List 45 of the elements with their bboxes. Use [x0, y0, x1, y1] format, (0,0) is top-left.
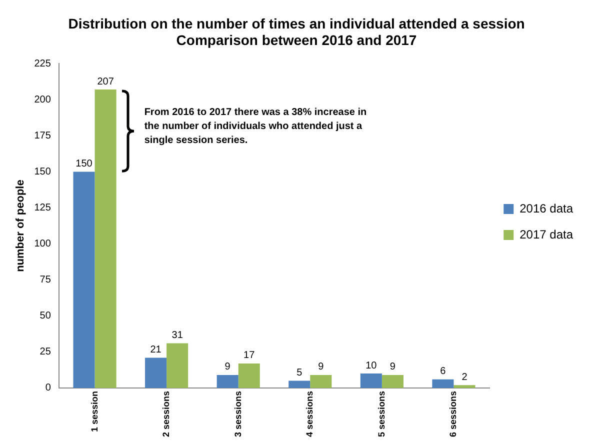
y-tick-label: 150 — [34, 166, 52, 178]
bar — [382, 374, 404, 388]
y-tick-label: 225 — [34, 58, 52, 70]
x-tick-label: 2 sessions — [161, 390, 172, 438]
y-tick-label: 100 — [34, 238, 52, 250]
bar — [288, 380, 310, 388]
y-tick-label: 0 — [45, 382, 52, 394]
y-tick-label: 175 — [34, 130, 52, 142]
data-label: 21 — [150, 344, 162, 356]
y-tick-label: 75 — [40, 274, 52, 286]
data-label: 150 — [76, 158, 93, 170]
chart-title: Distribution on the number of times an individual attended a session Comparison between 2016 and 2017 — [68, 15, 525, 48]
data-label: 31 — [172, 330, 184, 342]
data-label: 207 — [97, 76, 114, 88]
data-label: 17 — [244, 350, 256, 362]
y-tick-label: 50 — [40, 310, 52, 322]
data-label: 9 — [318, 362, 324, 373]
data-label: 9 — [224, 362, 231, 373]
legend-label: 2016 data — [520, 201, 574, 216]
y-tick-label: 25 — [40, 346, 52, 358]
x-tick-label: 1 session — [89, 390, 100, 432]
x-tick-label: 5 sessions — [376, 390, 386, 438]
bar — [94, 90, 116, 388]
x-tick-label: 6 sessions — [448, 390, 458, 438]
legend-label: 2017 data — [520, 227, 574, 242]
bar — [73, 172, 95, 388]
bar — [216, 374, 238, 388]
bar — [454, 385, 476, 388]
x-tick-label: 3 sessions — [232, 390, 243, 438]
data-label: 6 — [440, 366, 446, 378]
bar — [145, 358, 167, 388]
data-label: 9 — [390, 362, 396, 373]
y-tick-label: 200 — [34, 94, 52, 106]
bar — [360, 374, 382, 388]
bar — [310, 374, 332, 388]
y-tick-label: 125 — [34, 202, 52, 214]
data-label: 2 — [462, 372, 468, 383]
x-tick-label: 4 sessions — [304, 390, 315, 438]
data-label: 5 — [296, 368, 303, 379]
bar — [432, 379, 454, 388]
annotation: From 2016 to 2017 there was a 38% increase in the number of individuals who attended just a single session series. — [144, 106, 368, 148]
bar — [238, 363, 260, 388]
bar — [166, 343, 188, 388]
data-label: 10 — [366, 360, 378, 372]
y-axis-title: number of people — [14, 180, 27, 272]
